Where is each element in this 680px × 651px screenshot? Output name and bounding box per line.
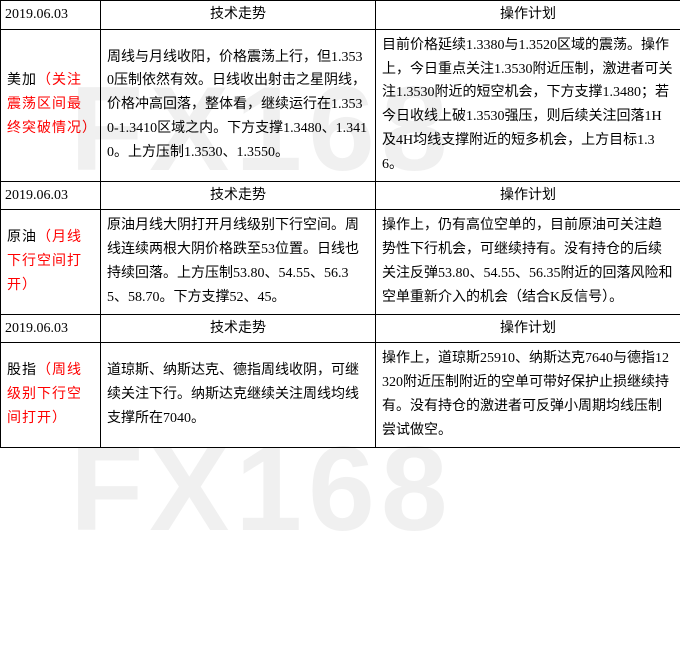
col-header-plan: 操作计划 xyxy=(376,181,680,210)
date-cell: 2019.06.03 xyxy=(1,181,101,210)
instrument-label: 原油（月线下行空间打开） xyxy=(1,210,101,314)
col-header-trend: 技术走势 xyxy=(101,314,376,343)
table-header-row: 2019.06.03 技术走势 操作计划 xyxy=(1,181,680,210)
document-root: FX168 FX168 2019.06.03 技术走势 操作计划 美加（关注震荡… xyxy=(0,0,680,448)
analysis-table: 2019.06.03 技术走势 操作计划 美加（关注震荡区间最终突破情况） 周线… xyxy=(0,0,680,448)
col-header-trend: 技术走势 xyxy=(101,1,376,30)
date-cell: 2019.06.03 xyxy=(1,1,101,30)
date-cell: 2019.06.03 xyxy=(1,314,101,343)
instrument-name: 原油 xyxy=(7,230,37,245)
table-row: 原油（月线下行空间打开） 原油月线大阴打开月线级别下行空间。周线连续两根大阴价格… xyxy=(1,210,680,314)
col-header-plan: 操作计划 xyxy=(376,314,680,343)
table-header-row: 2019.06.03 技术走势 操作计划 xyxy=(1,1,680,30)
col-header-trend: 技术走势 xyxy=(101,181,376,210)
table-row: 股指（周线级别下行空间打开） 道琼斯、纳斯达克、德指周线收阴，可继续关注下行。纳… xyxy=(1,343,680,447)
trend-text: 道琼斯、纳斯达克、德指周线收阴，可继续关注下行。纳斯达克继续关注周线均线支撑所在… xyxy=(101,343,376,447)
table-row: 美加（关注震荡区间最终突破情况） 周线与月线收阳，价格震荡上行，但1.3530压… xyxy=(1,29,680,181)
plan-text: 操作上，仍有高位空单的，目前原油可关注趋势性下行机会，可继续持有。没有持仓的后续… xyxy=(376,210,680,314)
col-header-plan: 操作计划 xyxy=(376,1,680,30)
plan-text: 操作上，道琼斯25910、纳斯达克7640与德指12320附近压制附近的空单可带… xyxy=(376,343,680,447)
instrument-label: 美加（关注震荡区间最终突破情况） xyxy=(1,29,101,181)
instrument-label: 股指（周线级别下行空间打开） xyxy=(1,343,101,447)
trend-text: 周线与月线收阳，价格震荡上行，但1.3530压制依然有效。日线收出射击之星阴线，… xyxy=(101,29,376,181)
instrument-name: 股指 xyxy=(7,363,37,378)
plan-text: 目前价格延续1.3380与1.3520区域的震荡。操作上，今日重点关注1.353… xyxy=(376,29,680,181)
trend-text: 原油月线大阴打开月线级别下行空间。周线连续两根大阴价格跌至53位置。日线也持续回… xyxy=(101,210,376,314)
instrument-name: 美加 xyxy=(7,73,37,88)
table-header-row: 2019.06.03 技术走势 操作计划 xyxy=(1,314,680,343)
